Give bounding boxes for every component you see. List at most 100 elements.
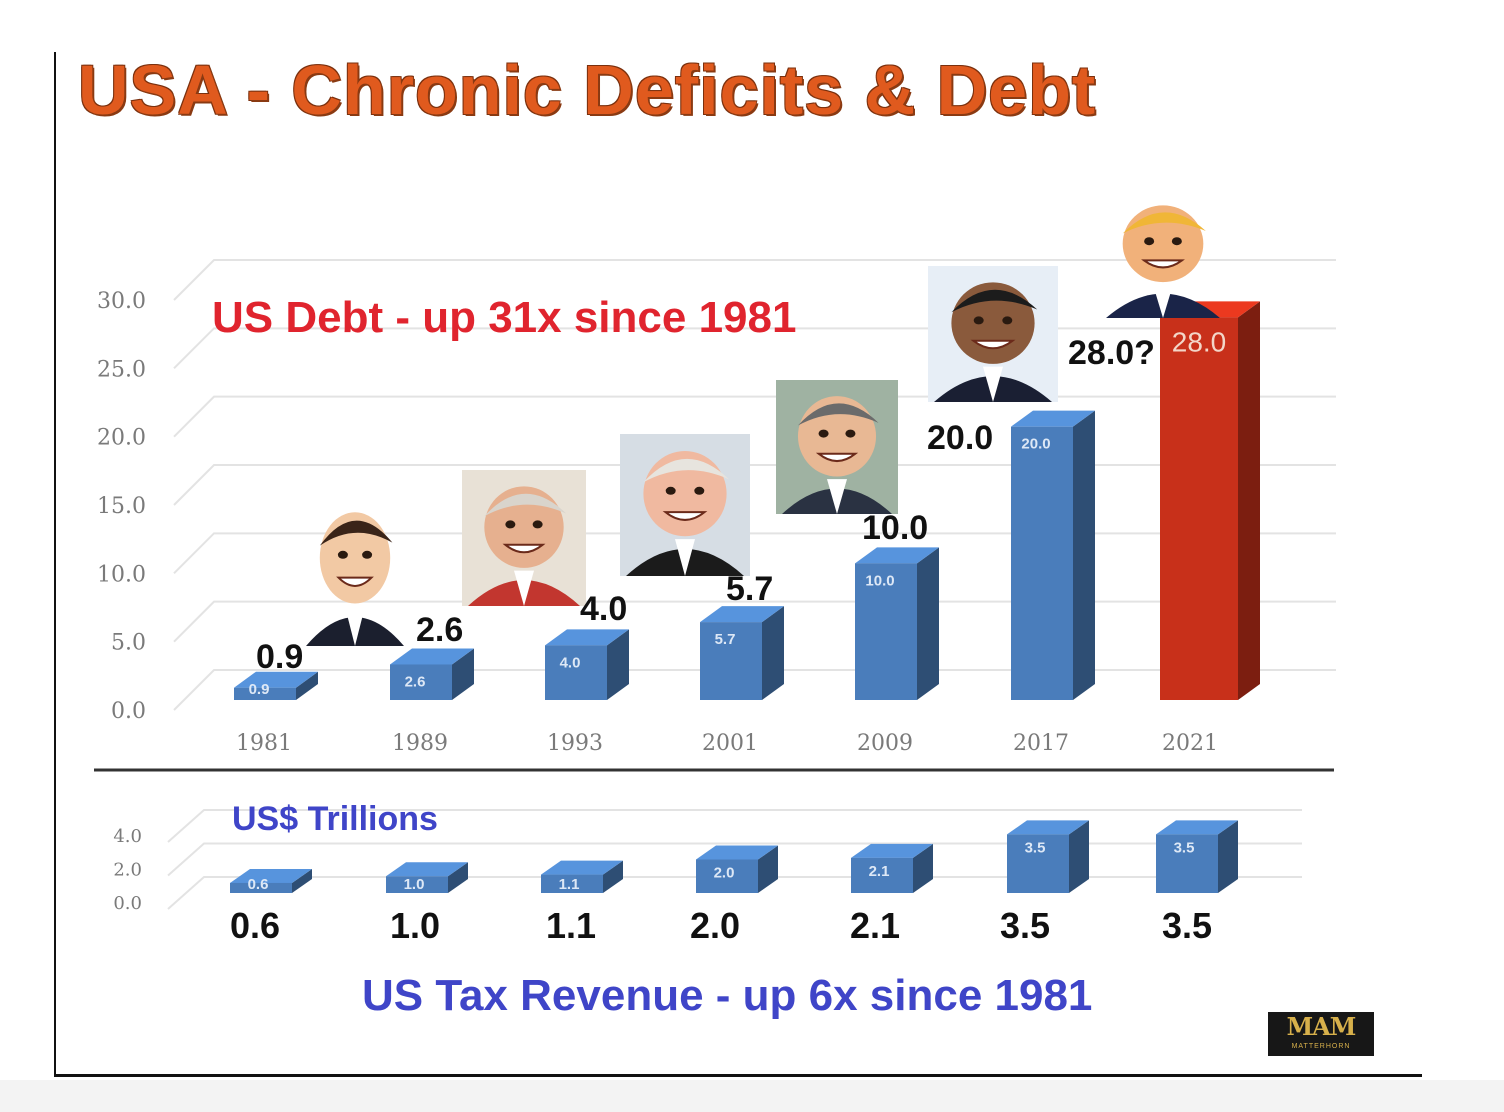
portrait-shirt [983,366,1003,402]
debt-gridline [173,464,1336,506]
tax-bar [696,845,778,893]
debt-bar-front [1011,426,1073,700]
portrait-eye [337,550,348,559]
portrait-eye [665,486,676,495]
portrait-hair [1122,212,1206,234]
portrait-hair [643,458,730,483]
tax-bar-top [1156,820,1238,835]
tax-bar-side [292,868,312,893]
tax-bar-side [758,845,778,893]
tax-y-tick: 2.0 [113,860,142,881]
tax-value-label: 1.1 [546,905,596,946]
portrait-mouth [815,452,859,463]
debt-bar-side [296,671,318,700]
debt-value-label: 2.6 [416,611,463,649]
tax-bar-top [696,845,778,860]
debt-y-tick: 30.0 [97,289,146,314]
debt-bar-inner-label: 28.0 [1172,326,1227,357]
debt-gridline [173,532,1336,575]
debt-bar-side [452,648,474,700]
portrait-2021 [1106,205,1220,318]
tax-y-tick: 0.0 [113,893,142,914]
debt-gridline [173,259,1336,301]
tax-bar-front [386,876,448,893]
debt-bar-side [917,547,939,700]
tax-bar [851,843,933,893]
tax-bar [386,862,468,893]
portrait-eye [1144,237,1155,246]
portrait-hair [951,289,1038,313]
tax-bar-inner-label: 0.6 [248,876,269,893]
debt-value-label: 4.0 [580,590,627,628]
portrait-eye [845,429,856,438]
debt-bar-side [762,606,784,700]
debt-x-tick: 1993 [547,731,603,756]
portrait-hair [484,493,567,517]
portrait-eye [532,520,543,529]
tax-gridline [167,876,1302,910]
portrait-eye [362,550,373,559]
tax-bar-top [386,862,468,877]
logo-text: MATTERHORN [1291,1043,1351,1050]
tax-bar-front [1156,834,1218,893]
debt-bar-side [1073,410,1095,700]
tax-bar-inner-label: 2.1 [869,863,890,880]
tax-bar-front [230,882,292,893]
debt-bar-front [855,563,917,700]
tax-bar-side [603,860,623,893]
tax-bar-front [541,874,603,893]
tax-bar-side [1069,820,1089,893]
debt-bar-side [607,629,629,700]
debt-bar-front [1160,317,1238,700]
portrait-eye [818,429,829,438]
tax-bar-front [1007,834,1069,893]
portrait-eye [505,520,516,529]
portrait-mouth [336,576,374,587]
debt-value-label: 10.0 [862,509,928,547]
debt-bar-top [545,629,629,646]
debt-annotation: US Debt - up 31x since 1981 [212,293,796,342]
debt-bar-front [390,664,452,700]
debt-y-tick: 15.0 [97,494,146,519]
debt-bar-top [1011,410,1095,427]
debt-gridline [173,669,1336,711]
portrait-shirt [514,570,534,606]
debt-bar-inner-label: 0.9 [249,681,270,698]
tax-gridline [167,809,1302,843]
tax-bar-side [1218,820,1238,893]
tax-bar-side [448,862,468,893]
debt-value-label: 5.7 [726,570,773,608]
debt-y-tick: 20.0 [97,426,146,451]
debt-bar-inner-label: 5.7 [715,631,736,648]
portrait-shirt [345,606,365,646]
portrait-shirt [675,539,695,576]
debt-value-label: 28.0? [1068,334,1155,372]
tax-bar [1007,820,1089,893]
debt-bar-front [545,645,607,700]
debt-bar [1011,410,1095,700]
portrait-eye [1002,316,1013,325]
portrait-hair [319,520,393,546]
logo-mark: MAM [1286,1012,1357,1041]
tax-bar-inner-label: 1.1 [559,876,580,893]
debt-bar-top [234,671,318,688]
debt-value-label: 20.0 [927,419,993,457]
tax-gridline [167,842,1302,877]
tax-bar-inner-label: 3.5 [1174,839,1195,856]
tax-annotation: US Tax Revenue - up 6x since 1981 [362,971,1092,1020]
tax-bar-top [1007,820,1089,835]
debt-bar-top [855,547,939,564]
debt-bar-top [700,606,784,623]
tax-value-label: 3.5 [1000,905,1050,946]
tax-bar-side [913,843,933,893]
tax-y-tick: 4.0 [113,826,142,847]
debt-bar [1160,301,1260,700]
debt-y-tick: 10.0 [97,562,146,587]
portrait-mouth [662,511,708,521]
portrait-mouth [970,339,1016,350]
debt-y-tick: 5.0 [111,631,146,656]
bottom-strip [0,1080,1504,1112]
portrait-1989 [462,470,586,606]
portrait-eye [694,486,705,495]
portrait-2017 [928,266,1058,402]
